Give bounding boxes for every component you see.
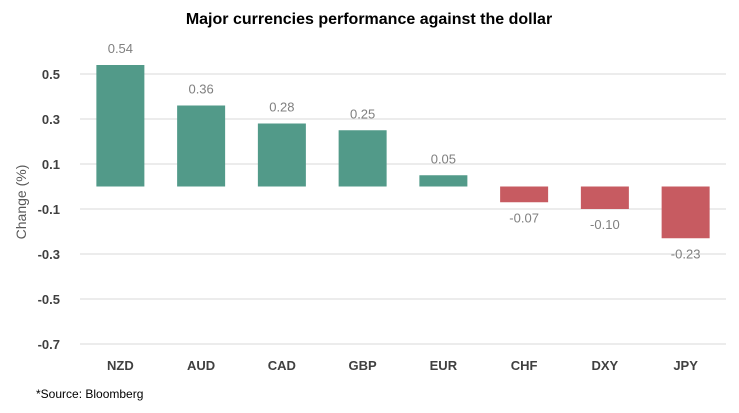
data-label-aud: 0.36 bbox=[188, 82, 213, 97]
x-tick-chf: CHF bbox=[511, 358, 538, 373]
y-tick-label: 0.3 bbox=[42, 112, 60, 127]
x-axis-ticks: NZD AUD CAD GBP EUR CHF DXY JPY bbox=[107, 358, 698, 373]
y-tick-label: -0.3 bbox=[38, 247, 60, 262]
bar-jpy bbox=[661, 186, 710, 239]
y-axis-ticks: 0.5 0.3 0.1 -0.1 -0.3 -0.5 -0.7 bbox=[38, 67, 60, 352]
x-tick-eur: EUR bbox=[430, 358, 458, 373]
data-label-nzd: 0.54 bbox=[108, 41, 133, 56]
x-tick-nzd: NZD bbox=[107, 358, 134, 373]
bar-dxy bbox=[580, 186, 629, 209]
bar-chf bbox=[500, 186, 549, 203]
bar-gbp bbox=[338, 130, 387, 187]
bars bbox=[96, 65, 710, 239]
bar-eur bbox=[419, 175, 468, 187]
data-labels: 0.54 0.36 0.28 0.25 0.05 -0.07 -0.10 -0.23 bbox=[108, 41, 701, 261]
y-axis-label: Change (%) bbox=[13, 165, 29, 240]
data-label-cad: 0.28 bbox=[269, 100, 294, 115]
y-tick-label: -0.1 bbox=[38, 202, 60, 217]
bar-nzd bbox=[96, 65, 145, 187]
bar-cad bbox=[257, 123, 306, 187]
x-tick-gbp: GBP bbox=[349, 358, 378, 373]
y-tick-label: 0.1 bbox=[42, 157, 60, 172]
y-tick-label: 0.5 bbox=[42, 67, 60, 82]
y-tick-label: -0.5 bbox=[38, 292, 60, 307]
x-tick-aud: AUD bbox=[187, 358, 215, 373]
data-label-eur: 0.05 bbox=[431, 151, 456, 166]
bar-aud bbox=[177, 105, 226, 187]
gridlines bbox=[80, 73, 726, 345]
data-label-gbp: 0.25 bbox=[350, 106, 375, 121]
source-note: *Source: Bloomberg bbox=[36, 387, 143, 401]
x-tick-jpy: JPY bbox=[673, 358, 698, 373]
chart-title: Major currencies performance against the… bbox=[186, 11, 552, 28]
data-label-chf: -0.07 bbox=[509, 210, 539, 225]
data-label-jpy: -0.23 bbox=[671, 246, 701, 261]
x-tick-cad: CAD bbox=[268, 358, 296, 373]
data-label-dxy: -0.10 bbox=[590, 217, 620, 232]
x-tick-dxy: DXY bbox=[592, 358, 619, 373]
y-tick-label: -0.7 bbox=[38, 337, 60, 352]
